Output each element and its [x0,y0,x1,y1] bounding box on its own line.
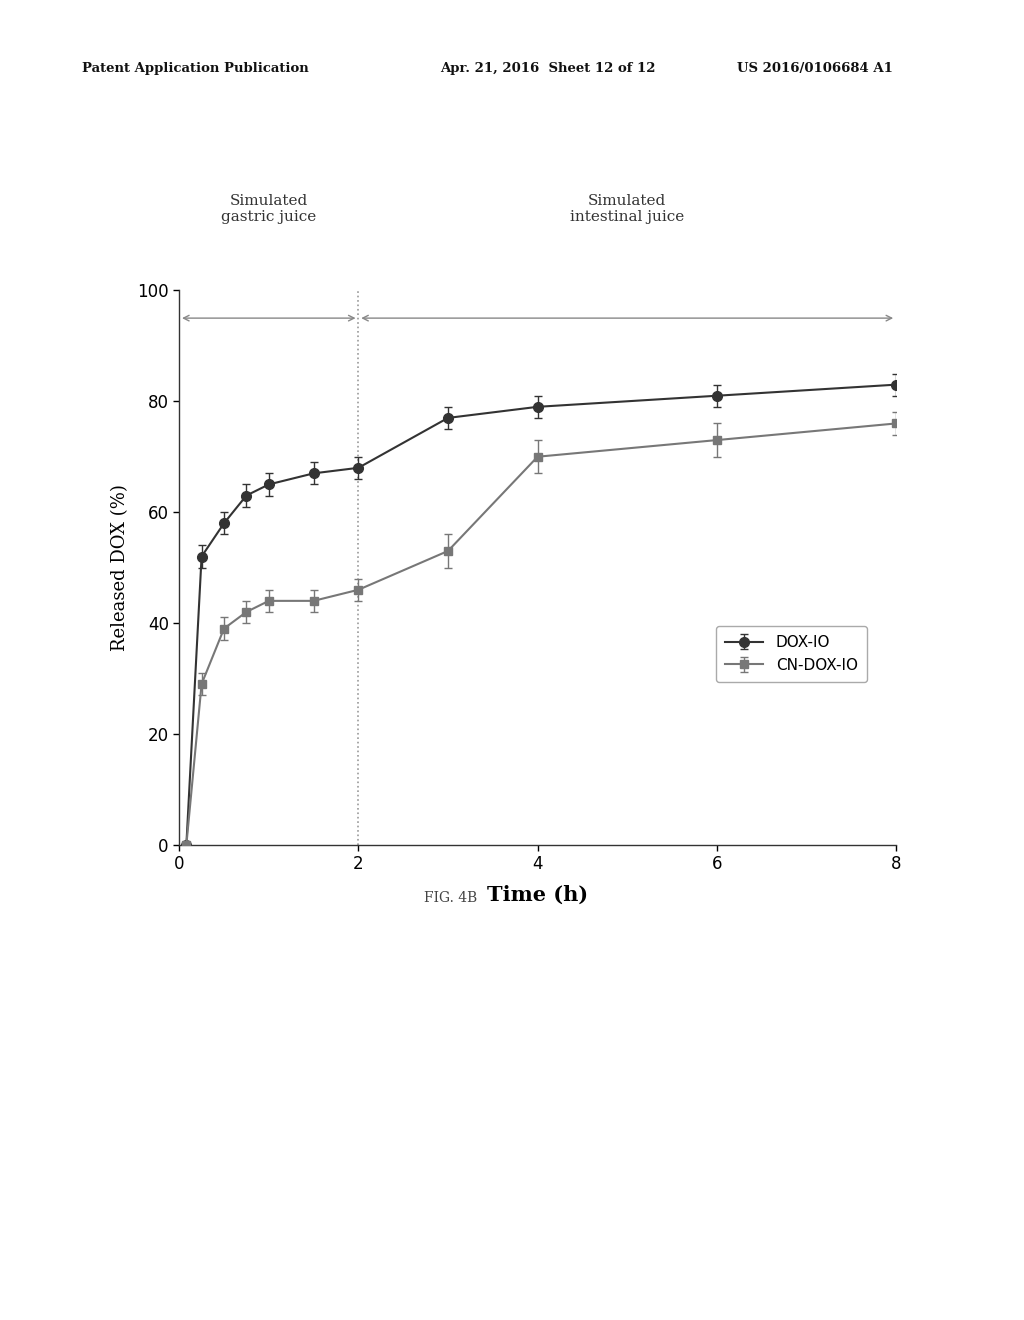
Text: Apr. 21, 2016  Sheet 12 of 12: Apr. 21, 2016 Sheet 12 of 12 [440,62,655,75]
Y-axis label: Released DOX (%): Released DOX (%) [111,484,129,651]
Text: Simulated
intestinal juice: Simulated intestinal juice [570,194,684,224]
Text: FIG. 4B: FIG. 4B [424,891,477,906]
Legend: DOX-IO, CN-DOX-IO: DOX-IO, CN-DOX-IO [716,626,867,682]
X-axis label: Time (h): Time (h) [487,884,588,904]
Text: US 2016/0106684 A1: US 2016/0106684 A1 [737,62,893,75]
Text: Simulated
gastric juice: Simulated gastric juice [221,194,316,224]
Text: Patent Application Publication: Patent Application Publication [82,62,308,75]
